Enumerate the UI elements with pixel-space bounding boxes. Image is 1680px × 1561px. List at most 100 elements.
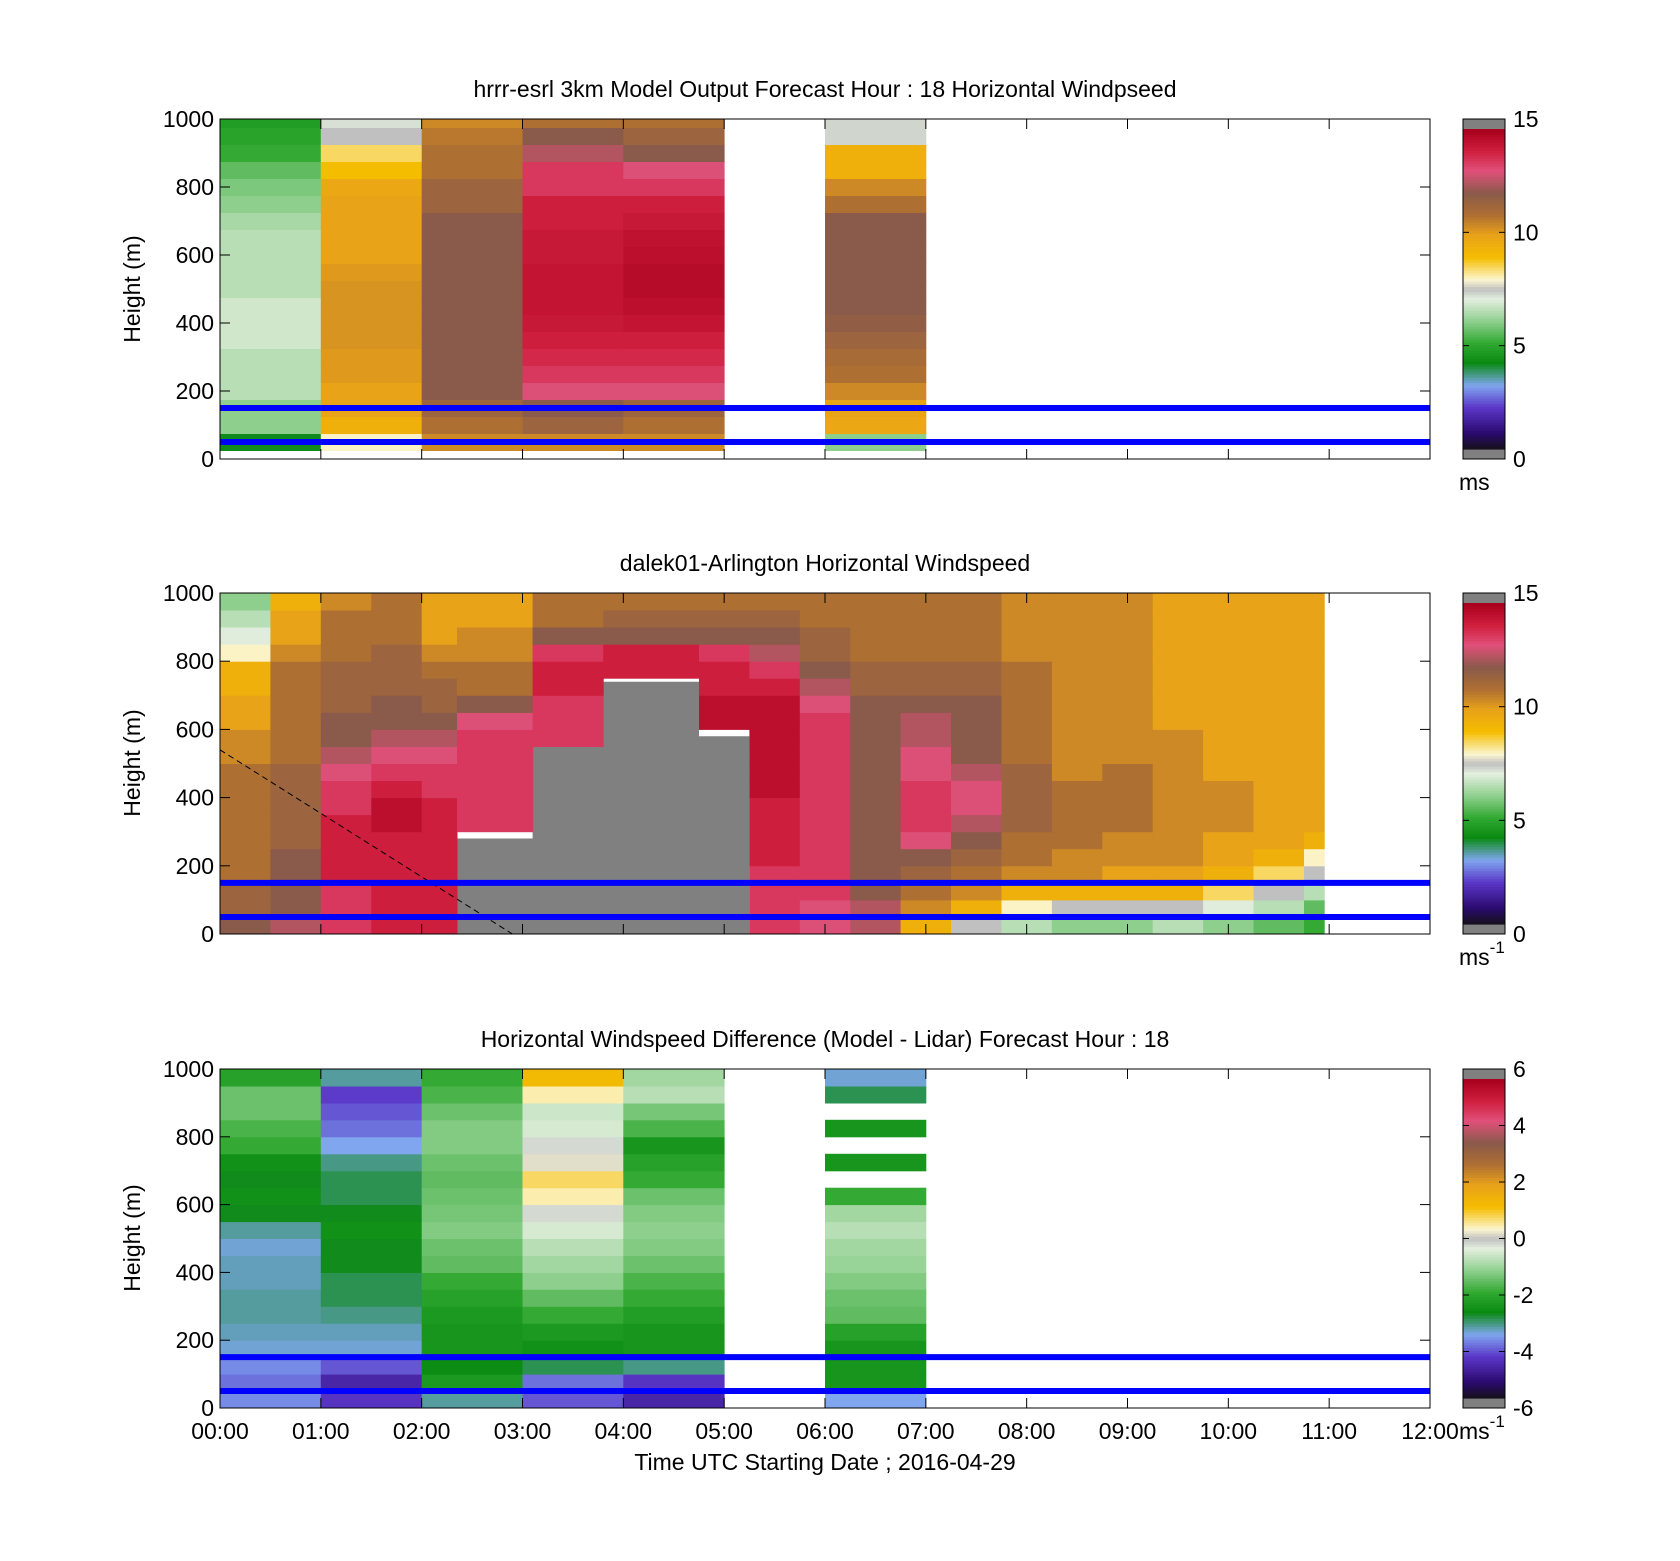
heatmap-cell-c13-r12 (951, 712, 1002, 730)
heatmap-cell-c4-r8 (623, 1255, 725, 1273)
colorbar-segment (1463, 723, 1505, 727)
panel-difference-ref-lines (220, 1354, 1430, 1395)
colorbar-segment (1463, 390, 1505, 394)
colorbar-segment (1463, 1390, 1505, 1394)
colorbar-segment (1463, 683, 1505, 687)
heatmap-cell-c5-r18 (457, 610, 534, 628)
colorbar-segment (1463, 387, 1505, 391)
colorbar-segment (1463, 669, 1505, 674)
heatmap-cell-c16-r3 (1102, 865, 1154, 884)
colorbar-tick-label: 5 (1513, 807, 1526, 833)
heatmap-cell-c1-r17 (320, 144, 423, 162)
heatmap-cell-c2-r9 (421, 280, 523, 298)
heatmap-cell-c8-r15 (699, 661, 750, 679)
heatmap-cell-c1-r10 (320, 263, 423, 281)
colorbar-segment (1463, 1100, 1505, 1104)
colorbar-segment (1463, 696, 1505, 700)
heatmap-cell-c2-r2 (421, 1357, 523, 1375)
heatmap-cell-c19-r1 (1253, 899, 1305, 918)
heatmap-cell-c2-r12 (421, 1187, 523, 1206)
colorbar-segment (1463, 334, 1505, 338)
heatmap-cell-c3-r9 (522, 1238, 624, 1256)
heatmap-cell-c1-r7 (270, 797, 322, 816)
heatmap-cell-c9-r3 (749, 865, 801, 884)
colorbar-segment (1463, 1092, 1505, 1096)
colorbar-segment (1463, 267, 1505, 271)
colorbar-segment (1463, 827, 1505, 831)
colorbar-segment (1463, 667, 1505, 671)
heatmap-cell-c1-r14 (320, 1153, 423, 1172)
colorbar-segment (1463, 1156, 1505, 1160)
colorbar-segment (1463, 1134, 1505, 1139)
colorbar-segment (1463, 782, 1505, 786)
colorbar-segment (1463, 1190, 1505, 1194)
heatmap-cell-c5-r15 (457, 661, 534, 679)
heatmap-cell-c20-r0 (1304, 917, 1325, 934)
colorbar-segment (1463, 297, 1505, 301)
heatmap-cell-c17-r5 (1152, 831, 1204, 850)
heatmap-cell-c6-r14 (532, 678, 604, 696)
heatmap-cell-c4-r3 (623, 1340, 725, 1358)
colorbar-segment (1463, 776, 1505, 781)
heatmap-cell-c9-r11 (749, 729, 801, 747)
colorbar-segment (1463, 161, 1505, 165)
colorbar-segment (1463, 1081, 1505, 1085)
colorbar-segment (1463, 1079, 1505, 1083)
y-tick-label: 0 (201, 446, 214, 472)
colorbar-segment (1463, 262, 1505, 266)
colorbar-segment (1463, 645, 1505, 650)
colorbar-segment (1463, 310, 1505, 314)
colorbar-segment (1463, 374, 1505, 378)
heatmap-cell-c2-r1 (421, 1374, 523, 1392)
heatmap-cell-c6-r18 (532, 610, 604, 628)
colorbar-segment (1463, 873, 1505, 877)
colorbar-segment (1463, 624, 1505, 628)
heatmap-cell-c1-r7 (320, 1272, 423, 1290)
heatmap-cell-c17-r11 (1152, 729, 1204, 747)
heatmap-cell-c17-r18 (1152, 610, 1204, 628)
colorbar-segment (1463, 913, 1505, 917)
heatmap-cell-c9-r6 (749, 814, 801, 833)
colorbar-segment (1463, 661, 1505, 666)
colorbar-segment (1463, 1217, 1505, 1221)
x-tick-label: 03:00 (494, 1418, 552, 1444)
heatmap-cell-c0-r7 (220, 797, 271, 816)
heatmap-cell-c16-r16 (1102, 644, 1154, 662)
heatmap-cell-c1-r2 (270, 882, 322, 901)
heatmap-cell-c2-r1 (320, 899, 372, 918)
colorbar-segment (1463, 422, 1505, 426)
y-tick-label: 400 (176, 310, 214, 336)
colorbar-segment (1463, 886, 1505, 890)
heatmap-cell-c0-r19 (220, 593, 271, 611)
heatmap-cell-c19-r6 (1253, 814, 1305, 833)
colorbar-unit-superscript: -1 (1490, 938, 1505, 957)
heatmap-cell-c2-r4 (320, 848, 372, 867)
x-tick-label: 09:00 (1099, 1418, 1157, 1444)
heatmap-cell-c19-r13 (1253, 695, 1305, 713)
heatmap-cell-c12-r4 (900, 848, 952, 867)
heatmap-cell-c0-r7 (220, 1272, 322, 1290)
heatmap-cell-c5-r2 (825, 1357, 927, 1375)
heatmap-cell-c7-r17 (603, 627, 700, 645)
heatmap-cell-c17-r15 (1152, 661, 1204, 679)
heatmap-cell-c5-r9 (457, 763, 534, 781)
colorbar-segment (1463, 1360, 1505, 1365)
heatmap-cell-c3-r5 (371, 831, 423, 850)
colorbar-segment (1463, 195, 1505, 199)
colorbar-segment (1463, 744, 1505, 749)
heatmap-cell-c11-r14 (850, 678, 902, 696)
heatmap-cell-c3-r17 (522, 1102, 624, 1121)
colorbar-segment (1463, 857, 1505, 861)
heatmap-cell-c5-r17 (825, 144, 927, 162)
heatmap-cell-c2-r16 (421, 161, 523, 179)
colorbar-segment (1463, 137, 1505, 141)
colorbar-segment (1463, 1384, 1505, 1388)
heatmap-cell-c3-r0 (371, 917, 423, 934)
heatmap-cell-c15-r6 (1051, 814, 1103, 833)
colorbar-segment (1463, 651, 1505, 655)
heatmap-cell-c0-r15 (220, 178, 322, 196)
colorbar-segment (1463, 150, 1505, 154)
x-tick-label: 08:00 (998, 1418, 1056, 1444)
y-tick-label: 0 (201, 921, 214, 947)
colorbar-segment (1463, 1180, 1505, 1184)
